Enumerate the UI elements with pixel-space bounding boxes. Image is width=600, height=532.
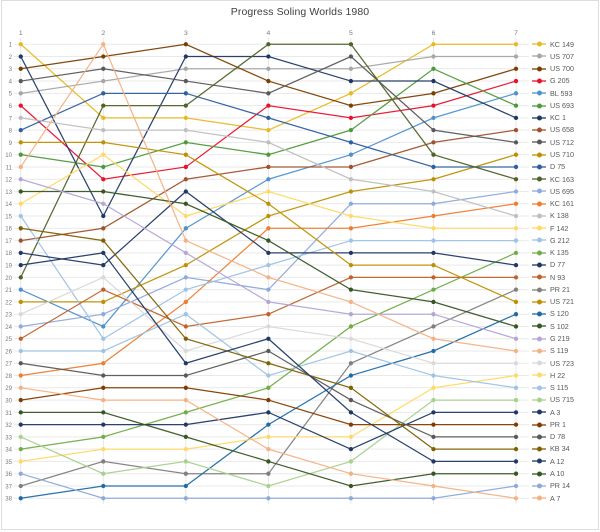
svg-text:2: 2 [9, 54, 13, 61]
svg-text:5: 5 [349, 30, 353, 37]
svg-text:22: 22 [5, 299, 12, 306]
svg-text:11: 11 [6, 164, 13, 171]
svg-text:26: 26 [5, 348, 12, 355]
svg-text:16: 16 [5, 226, 12, 233]
svg-text:24: 24 [5, 324, 12, 331]
svg-text:13: 13 [5, 189, 12, 196]
svg-text:7: 7 [514, 30, 518, 37]
svg-text:19: 19 [5, 263, 12, 270]
svg-text:14: 14 [5, 201, 12, 208]
svg-text:23: 23 [5, 312, 12, 319]
svg-text:6: 6 [432, 30, 436, 37]
svg-text:10: 10 [5, 152, 12, 159]
svg-text:25: 25 [5, 336, 12, 343]
svg-text:3: 3 [9, 66, 13, 73]
svg-text:37: 37 [5, 483, 12, 490]
svg-text:8: 8 [9, 128, 13, 135]
svg-text:1: 1 [9, 42, 13, 49]
svg-text:38: 38 [5, 496, 12, 503]
svg-text:12: 12 [5, 177, 12, 184]
svg-text:20: 20 [5, 275, 12, 282]
svg-text:15: 15 [5, 213, 12, 220]
svg-text:9: 9 [9, 140, 13, 147]
svg-text:7: 7 [9, 115, 13, 122]
svg-text:35: 35 [5, 459, 12, 466]
svg-text:1: 1 [19, 30, 23, 37]
svg-text:34: 34 [5, 447, 12, 454]
svg-text:5: 5 [9, 91, 13, 98]
svg-text:3: 3 [184, 30, 188, 37]
svg-text:21: 21 [5, 287, 12, 294]
svg-text:4: 4 [9, 78, 13, 85]
svg-text:30: 30 [5, 397, 12, 404]
svg-text:32: 32 [5, 422, 12, 429]
svg-text:31: 31 [5, 410, 12, 417]
svg-text:6: 6 [9, 103, 13, 110]
svg-text:29: 29 [5, 385, 12, 392]
svg-text:17: 17 [5, 238, 12, 245]
svg-text:4: 4 [266, 30, 270, 37]
svg-text:28: 28 [5, 373, 12, 380]
svg-text:27: 27 [5, 361, 12, 368]
svg-text:2: 2 [101, 30, 105, 37]
svg-text:33: 33 [5, 434, 12, 441]
svg-text:36: 36 [5, 471, 12, 478]
svg-text:18: 18 [5, 250, 12, 257]
